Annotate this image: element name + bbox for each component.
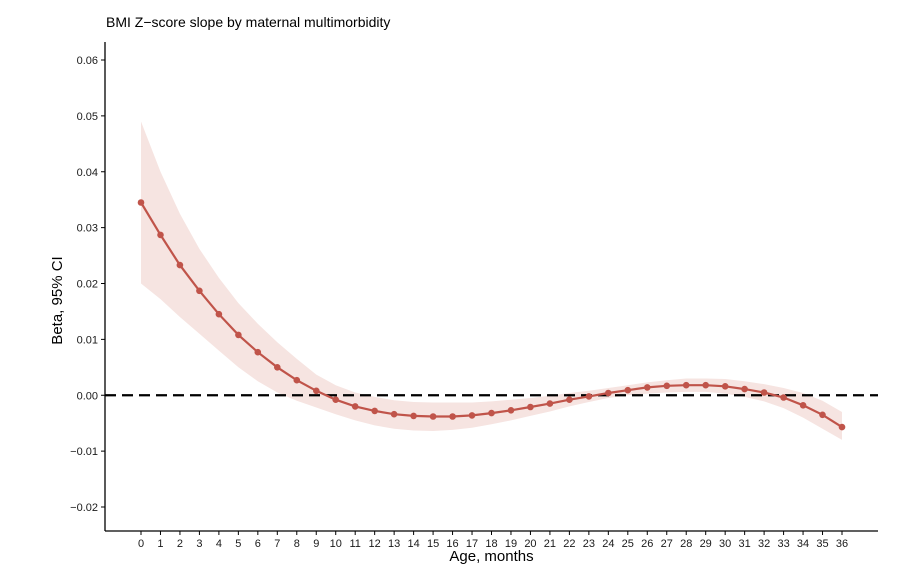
data-point (527, 403, 534, 411)
x-tick-label: 10 (330, 538, 342, 550)
data-point (507, 407, 515, 414)
x-tick-label: 4 (216, 538, 222, 550)
data-point (274, 364, 281, 371)
x-tick-label: 13 (388, 538, 400, 550)
data-point (215, 310, 223, 318)
data-point (157, 231, 164, 239)
x-tick-label: 28 (680, 538, 692, 550)
x-tick-label: 15 (427, 538, 439, 550)
data-point (235, 331, 242, 339)
data-point (644, 384, 651, 391)
data-point (371, 407, 379, 415)
x-tick-label: 2 (177, 538, 183, 550)
data-point (682, 381, 690, 389)
x-tick-label: 12 (369, 538, 381, 550)
data-point (313, 387, 320, 395)
x-tick-label: 32 (758, 538, 770, 550)
y-tick-label: 0.05 (77, 111, 98, 123)
data-point (254, 348, 262, 356)
y-tick-label: −0.01 (70, 446, 98, 458)
y-tick-label: 0.01 (77, 334, 98, 346)
x-tick-label: 23 (583, 538, 595, 550)
data-point (819, 411, 826, 419)
x-tick-label: 35 (816, 538, 828, 550)
data-point (468, 412, 476, 419)
x-tick-label: 1 (157, 538, 163, 550)
data-point (799, 402, 807, 409)
x-tick-label: 24 (602, 538, 614, 550)
data-point (196, 287, 203, 295)
data-point (488, 409, 495, 417)
chart-title: BMI Z−score slope by maternal multimorbi… (106, 14, 391, 30)
x-tick-label: 7 (274, 538, 280, 550)
x-tick-label: 16 (446, 538, 458, 550)
data-point (293, 376, 301, 384)
data-point (702, 381, 709, 389)
data-point (663, 382, 671, 390)
series-points-layer (137, 199, 846, 431)
data-point (429, 413, 437, 420)
x-tick-label: 22 (563, 538, 575, 550)
x-axis-title: Age, months (449, 548, 533, 565)
x-tick-label: 0 (138, 538, 144, 550)
data-point (176, 261, 184, 269)
y-tick-label: 0.03 (77, 223, 98, 235)
y-tick-label: 0.02 (77, 279, 98, 291)
data-point (351, 403, 359, 410)
data-point (566, 396, 573, 404)
x-tick-label: 33 (777, 538, 789, 550)
x-tick-label: 14 (407, 538, 419, 550)
x-tick-label: 18 (485, 538, 497, 550)
y-axis-title: Beta, 95% CI (49, 256, 66, 344)
axes: −0.02 −0.01 0.00 0.01 0.02 0.03 0.04 0.05 0.06 0 1… (70, 42, 878, 550)
y-tick-label: −0.02 (70, 502, 98, 514)
x-tick-label: 36 (836, 538, 848, 550)
data-point (410, 412, 417, 420)
x-tick-label: 5 (235, 538, 241, 550)
data-point (546, 400, 554, 407)
data-point (760, 389, 768, 396)
data-point (605, 389, 612, 397)
data-point (780, 394, 787, 401)
data-point (624, 386, 632, 394)
x-tick-label: 26 (641, 538, 653, 550)
x-tick-label: 31 (739, 538, 751, 550)
y-tick-label: 0.06 (77, 55, 98, 67)
x-tick-label: 30 (719, 538, 731, 550)
data-point (390, 410, 398, 418)
x-tick-label: 8 (294, 538, 300, 550)
x-tick-label: 17 (466, 538, 478, 550)
y-tick-label: 0.04 (77, 167, 98, 179)
x-tick-label: 27 (661, 538, 673, 550)
data-point (741, 385, 748, 393)
x-tick-label: 25 (622, 538, 634, 550)
data-point (332, 396, 340, 404)
data-point (585, 393, 593, 400)
data-point (137, 199, 145, 206)
x-tick-label: 3 (196, 538, 202, 550)
x-tick-label: 29 (700, 538, 712, 550)
y-tick-label: 0.00 (77, 390, 98, 402)
data-point (449, 413, 456, 420)
x-tick-label: 34 (797, 538, 809, 550)
x-tick-label: 20 (524, 538, 536, 550)
x-tick-label: 21 (544, 538, 556, 550)
confidence-band (141, 121, 842, 440)
x-tick-label: 9 (313, 538, 319, 550)
x-tick-label: 6 (255, 538, 261, 550)
confidence-band-layer (141, 121, 842, 440)
data-point (838, 423, 846, 431)
x-tick-label: 19 (505, 538, 517, 550)
x-tick-label: 11 (349, 538, 360, 550)
data-point (721, 383, 729, 390)
